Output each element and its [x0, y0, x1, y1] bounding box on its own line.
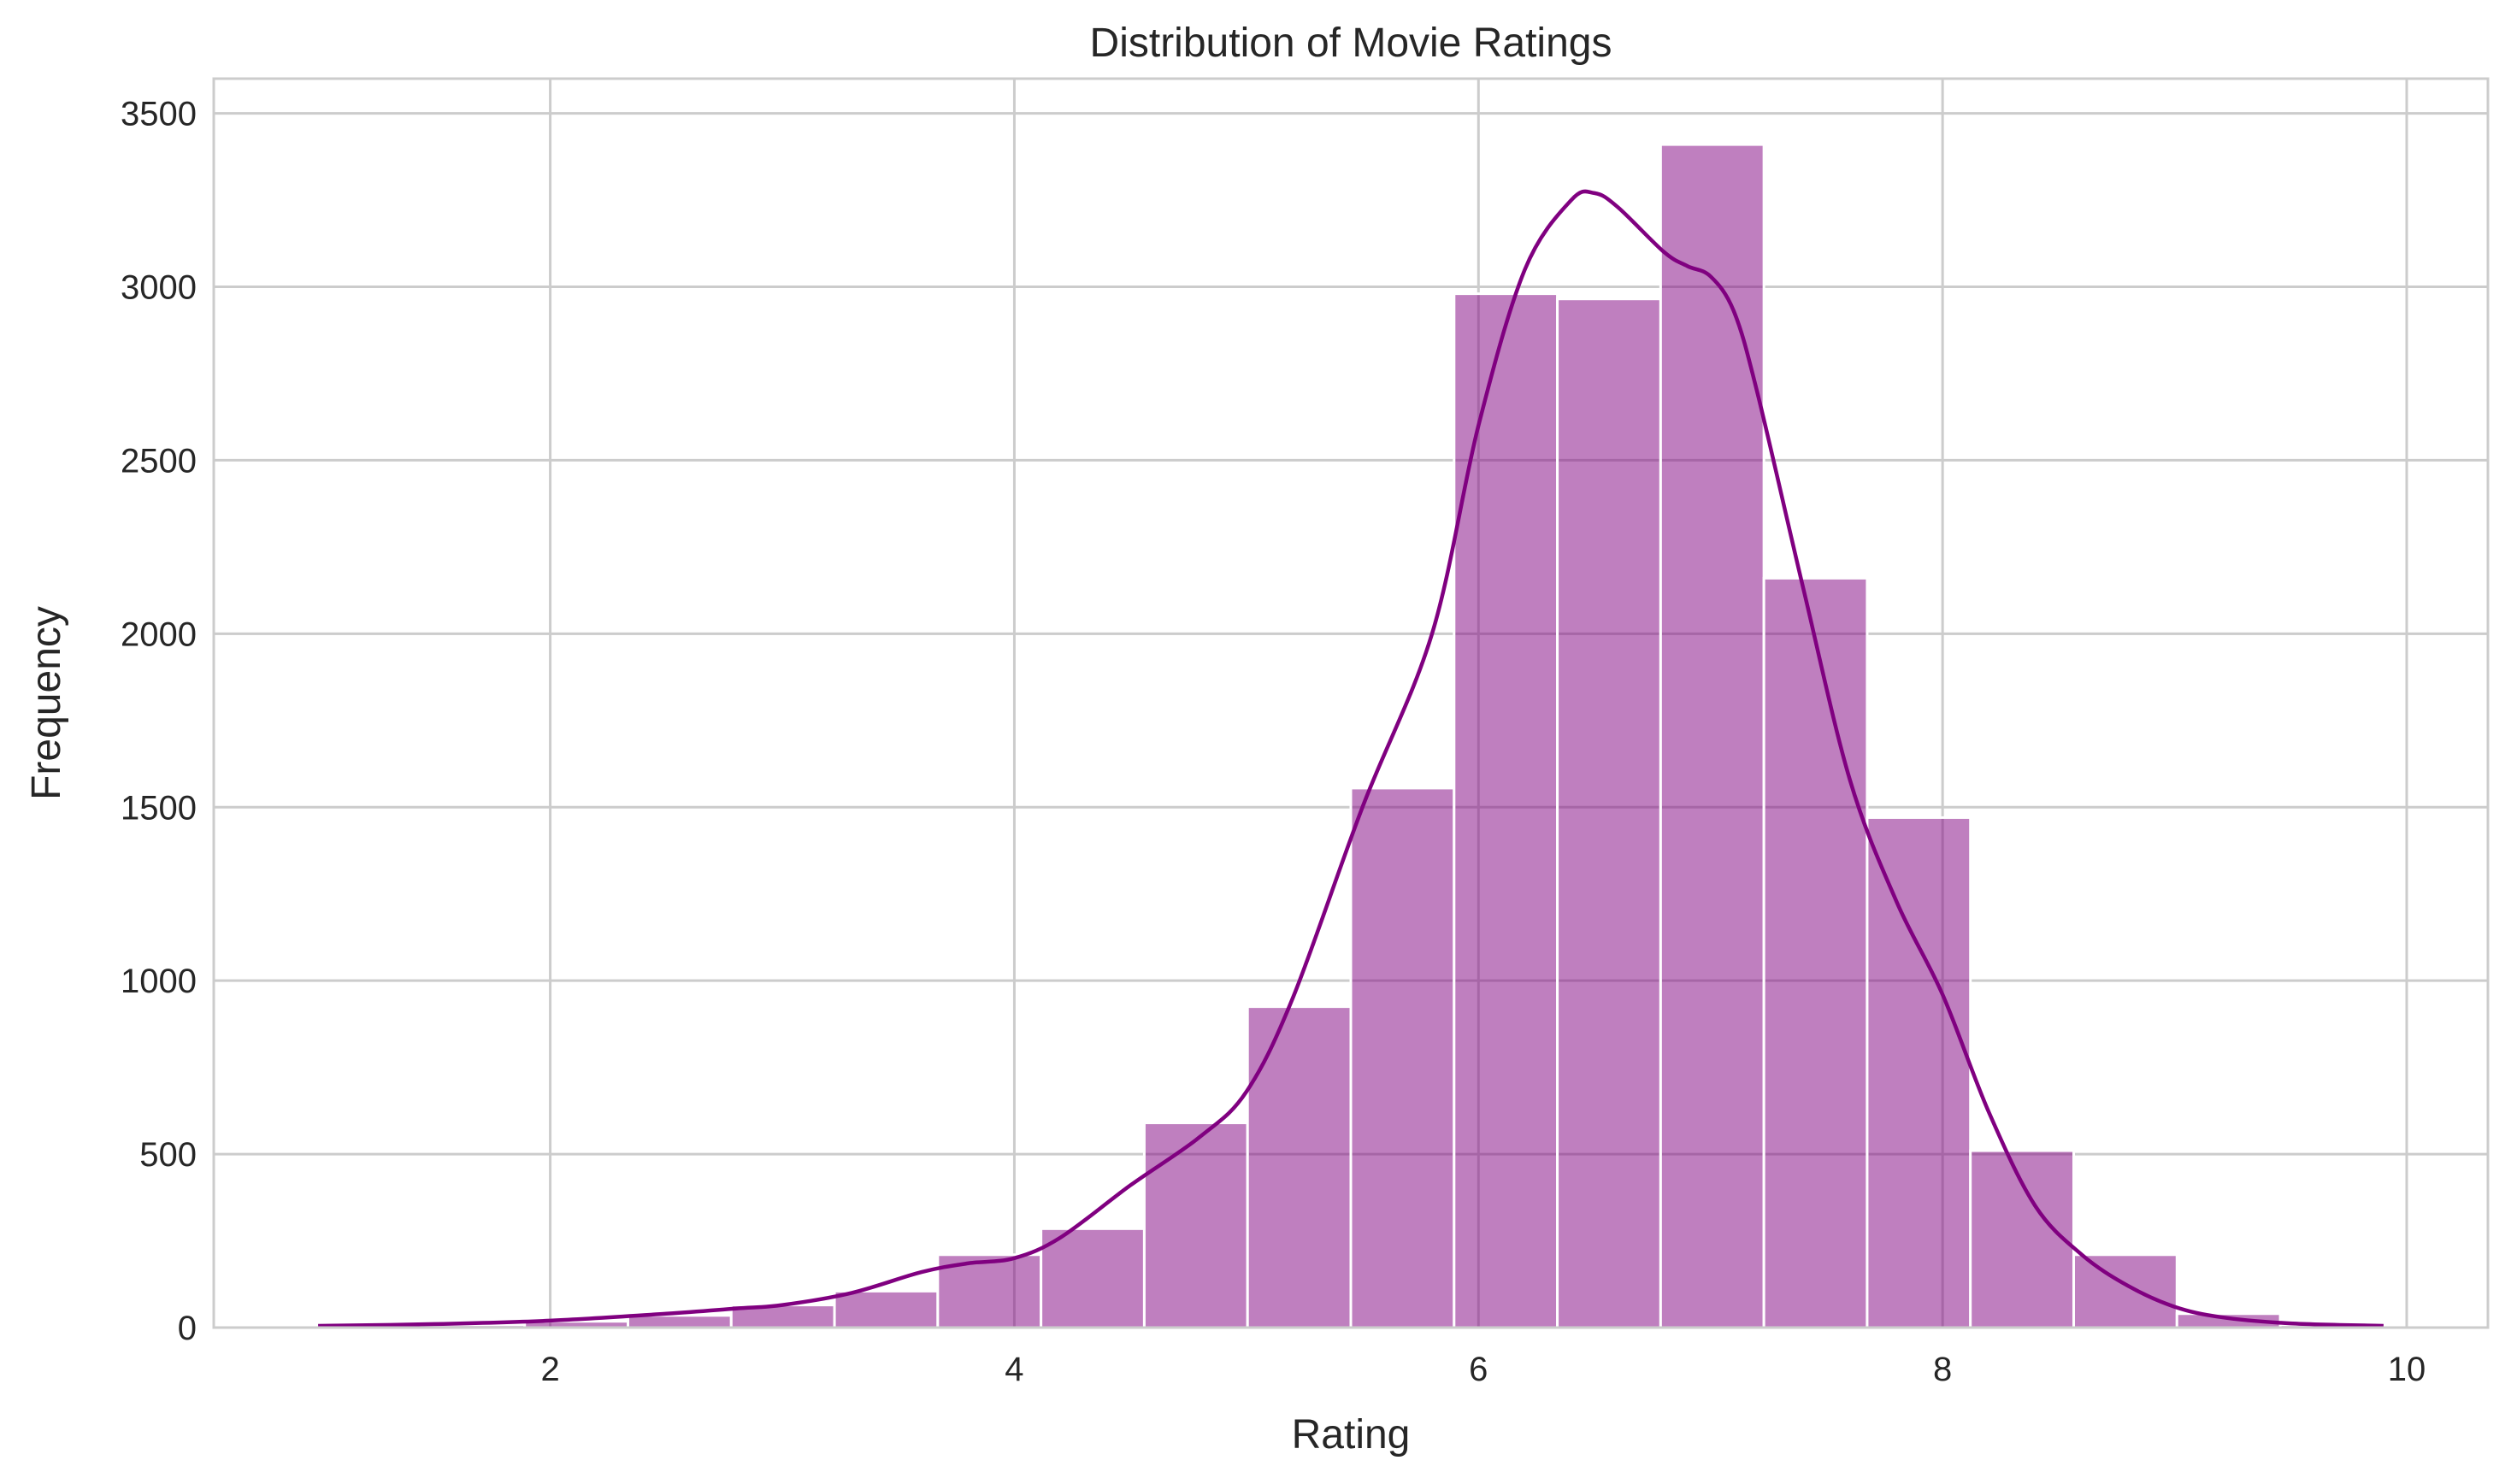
histogram-bar [1969, 1149, 2076, 1329]
histogram-bar [627, 1314, 733, 1329]
kde-curve-group [318, 189, 2384, 1328]
x-tick-label: 8 [1933, 1351, 1952, 1388]
histogram-bar [1040, 1227, 1146, 1329]
y-tick-label: 1000 [121, 963, 197, 1000]
kde-curve [318, 189, 2384, 1328]
y-tick-label: 500 [139, 1136, 197, 1174]
x-tick-label: 2 [540, 1351, 559, 1388]
histogram-bar [1246, 1005, 1353, 1329]
x-axis-title: Rating [1292, 1412, 1411, 1458]
x-tick-label: 4 [1005, 1351, 1023, 1388]
histogram-bar [1349, 786, 1456, 1329]
y-tick-label: 1500 [121, 789, 197, 827]
y-tick-label: 2000 [121, 615, 197, 653]
y-axis-title: Frequency [24, 606, 69, 800]
y-tick-label: 3500 [121, 96, 197, 133]
histogram-bar [833, 1289, 940, 1329]
tick-labels: 2 4 6 8 10 0 500 1000 1500 2000 2500 3000 3500 [121, 96, 2426, 1388]
y-tick-label: 0 [178, 1310, 197, 1347]
histogram-bar [1556, 297, 1662, 1329]
histogram-bar [1659, 143, 1765, 1329]
chart-title: Distribution of Movie Ratings [1090, 21, 1612, 66]
x-tick-label: 10 [2388, 1351, 2426, 1388]
histogram-bar [2072, 1253, 2178, 1329]
histogram-bars [316, 143, 2385, 1329]
y-tick-label: 2500 [121, 442, 197, 480]
histogram-bar [1762, 576, 1869, 1329]
x-tick-label: 6 [1469, 1351, 1488, 1388]
histogram-bar [1866, 816, 1972, 1329]
y-tick-label: 3000 [121, 269, 197, 307]
histogram-bar [1453, 292, 1559, 1329]
histogram-bar [1142, 1122, 1249, 1329]
plot-frame [212, 77, 2490, 1329]
